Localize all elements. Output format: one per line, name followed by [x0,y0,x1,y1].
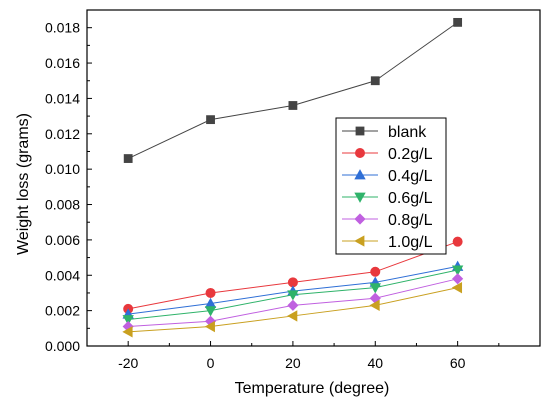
series-1-0g-l [122,281,463,338]
data-point [370,76,380,86]
x-tick-label: 20 [285,355,301,371]
y-tick-label: 0.006 [45,232,80,248]
x-axis-ticks: -20 0 20 40 60 [86,341,541,371]
y-axis-title: Weight loss (grams) [15,113,32,255]
data-point [123,154,133,163]
y-tick-label: 0.004 [45,267,80,283]
legend-box [335,117,447,255]
series-layer [122,17,464,338]
legend-entry-label: 0.8g/L [388,212,433,229]
legend-entry-label: 0.4g/L [388,168,433,185]
y-tick-label: 0.000 [45,338,80,354]
data-point [204,320,215,333]
y-axis-ticks: 0.000 0.002 0.004 0.006 0.008 0.010 0.012 0.014… [45,9,92,354]
data-point [369,283,381,294]
series-0-6g-l [122,265,464,326]
legend-marker [354,169,366,180]
plot-border [86,9,541,347]
y-tick-label: 0.012 [45,126,80,142]
y-tick-label: 0.018 [45,20,80,36]
y-tick-label: 0.002 [45,303,80,319]
y-tick-label: 0.014 [45,90,80,106]
y-tick-label: 0.008 [45,197,80,213]
data-point [287,310,298,322]
data-point [206,115,215,125]
legend-entry-label: 0.2g/L [388,146,433,163]
data-point [452,236,463,247]
data-point [370,266,381,277]
data-point [122,326,133,338]
plot-frame [86,9,541,347]
x-tick-label: -20 [118,355,138,371]
data-point [288,101,298,110]
data-point [287,290,299,301]
data-point [453,17,463,27]
legend-entry-label: 0.6g/L [388,190,433,207]
series-blank [123,17,463,163]
legend-marker [354,192,366,203]
legend-entry-label: 1.0g/L [388,234,433,251]
legend-marker [355,126,365,136]
x-tick-label: 60 [450,355,466,371]
data-point [122,315,134,326]
legend-marker [354,213,366,225]
legend-marker [354,235,365,247]
x-axis-title: Temperature (degree) [235,380,390,397]
data-point [451,265,464,276]
legend-marker [354,147,365,158]
data-point [287,299,299,311]
data-point [451,281,463,294]
data-point [205,287,216,298]
data-point [204,306,217,317]
x-tick-label: 40 [367,355,383,371]
data-point [452,273,464,285]
x-tick-label: 0 [207,355,215,371]
legend: blank 0.2g/L 0.4g/L 0.6g/L 0.8g/L 1.0g/L [335,117,447,255]
data-point [369,299,380,312]
legend-entry-label: blank [388,124,427,141]
y-tick-label: 0.010 [45,161,80,177]
y-tick-label: 0.016 [45,55,80,71]
